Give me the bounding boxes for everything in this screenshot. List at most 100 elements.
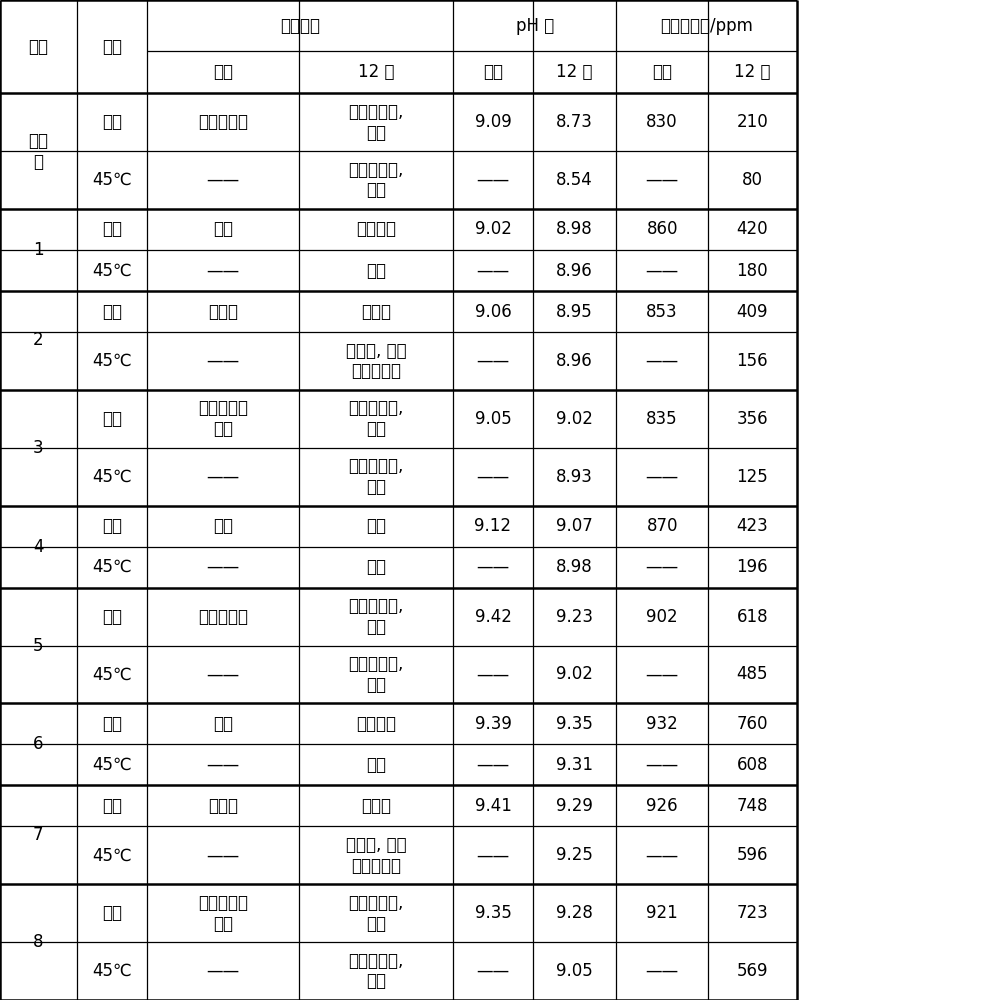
Text: 分离出液体,
脱壳: 分离出液体, 脱壳	[348, 161, 404, 199]
Text: 9.07: 9.07	[556, 517, 593, 535]
Text: 9.42: 9.42	[475, 608, 511, 626]
Text: 室温: 室温	[102, 797, 122, 815]
Text: 9.39: 9.39	[475, 715, 511, 733]
Text: 853: 853	[646, 303, 678, 321]
Text: 正常: 正常	[366, 756, 387, 774]
Text: 9.02: 9.02	[475, 220, 511, 238]
Text: ——: ——	[645, 846, 679, 864]
Text: 7: 7	[33, 826, 43, 844]
Text: ——: ——	[207, 171, 239, 189]
Text: 196: 196	[737, 558, 768, 576]
Text: ——: ——	[207, 558, 239, 576]
Text: 8.96: 8.96	[556, 352, 593, 370]
Text: 轻微分离出
液体: 轻微分离出 液体	[198, 399, 248, 438]
Text: ——: ——	[477, 962, 509, 980]
Text: 9.05: 9.05	[556, 962, 593, 980]
Text: 569: 569	[737, 962, 768, 980]
Text: 12 周: 12 周	[556, 63, 593, 81]
Text: 分离出液体,
脱壳: 分离出液体, 脱壳	[348, 894, 404, 933]
Text: 空白
组: 空白 组	[28, 132, 48, 171]
Text: ——: ——	[477, 665, 509, 683]
Text: 可溶氟含量/ppm: 可溶氟含量/ppm	[660, 17, 752, 35]
Text: 室温: 室温	[102, 904, 122, 922]
Text: 830: 830	[646, 113, 678, 131]
Text: 初始: 初始	[483, 63, 503, 81]
Text: 分离出液体,
脱壳: 分离出液体, 脱壳	[348, 399, 404, 438]
Text: 9.31: 9.31	[556, 756, 593, 774]
Text: 45℃: 45℃	[92, 171, 131, 189]
Text: 748: 748	[737, 797, 768, 815]
Text: 835: 835	[646, 410, 678, 428]
Text: 8.98: 8.98	[556, 220, 593, 238]
Text: 9.12: 9.12	[475, 517, 511, 535]
Text: 423: 423	[737, 517, 768, 535]
Text: 初始: 初始	[652, 63, 672, 81]
Text: 分离出液体: 分离出液体	[198, 608, 248, 626]
Text: 拉丝: 拉丝	[213, 220, 233, 238]
Text: ——: ——	[477, 171, 509, 189]
Text: 赋形差: 赋形差	[208, 797, 238, 815]
Text: 2: 2	[33, 331, 43, 349]
Text: 分离出液体,
脱壳: 分离出液体, 脱壳	[348, 952, 404, 990]
Text: ——: ——	[477, 558, 509, 576]
Text: 温度: 温度	[102, 38, 122, 56]
Text: 9.29: 9.29	[556, 797, 593, 815]
Text: 分离出液体,
脱壳: 分离出液体, 脱壳	[348, 597, 404, 636]
Text: 8.98: 8.98	[556, 558, 593, 576]
Text: 赋形差: 赋形差	[208, 303, 238, 321]
Text: ——: ——	[207, 756, 239, 774]
Text: 9.41: 9.41	[475, 797, 511, 815]
Text: 分离出液体,
脱壳: 分离出液体, 脱壳	[348, 655, 404, 694]
Text: 9.28: 9.28	[556, 904, 593, 922]
Text: ——: ——	[207, 468, 239, 486]
Text: 932: 932	[646, 715, 678, 733]
Text: 9.05: 9.05	[475, 410, 511, 428]
Text: 分离出液体,
脱壳: 分离出液体, 脱壳	[348, 457, 404, 496]
Text: 3: 3	[33, 439, 43, 457]
Text: 8.93: 8.93	[556, 468, 593, 486]
Text: 赋形差, 轻微
分离出液体: 赋形差, 轻微 分离出液体	[346, 342, 406, 380]
Text: 860: 860	[646, 220, 678, 238]
Text: 8.73: 8.73	[556, 113, 593, 131]
Text: 室温: 室温	[102, 303, 122, 321]
Text: 室温: 室温	[102, 517, 122, 535]
Text: 赋形差, 轻微
分离出液体: 赋形差, 轻微 分离出液体	[346, 836, 406, 875]
Text: 9.02: 9.02	[556, 410, 593, 428]
Text: 12 周: 12 周	[358, 63, 394, 81]
Text: ——: ——	[477, 756, 509, 774]
Text: 356: 356	[737, 410, 768, 428]
Text: 8.54: 8.54	[556, 171, 593, 189]
Text: ——: ——	[477, 352, 509, 370]
Text: 正常: 正常	[366, 262, 387, 280]
Text: 80: 80	[742, 171, 763, 189]
Text: ——: ——	[207, 665, 239, 683]
Text: 12 周: 12 周	[734, 63, 771, 81]
Text: 1: 1	[33, 241, 43, 259]
Text: ——: ——	[207, 846, 239, 864]
Text: 5: 5	[33, 637, 43, 655]
Text: 8.96: 8.96	[556, 262, 593, 280]
Text: 9.23: 9.23	[556, 608, 593, 626]
Text: ——: ——	[645, 352, 679, 370]
Text: 正常: 正常	[366, 558, 387, 576]
Text: 组别: 组别	[28, 38, 48, 56]
Text: 9.35: 9.35	[556, 715, 593, 733]
Text: 8: 8	[33, 933, 43, 951]
Text: 9.02: 9.02	[556, 665, 593, 683]
Text: ——: ——	[207, 962, 239, 980]
Text: 分离出液体,
脱壳: 分离出液体, 脱壳	[348, 103, 404, 142]
Text: ——: ——	[477, 846, 509, 864]
Text: 9.06: 9.06	[475, 303, 511, 321]
Text: 4: 4	[33, 538, 43, 556]
Text: 45℃: 45℃	[92, 468, 131, 486]
Text: 45℃: 45℃	[92, 962, 131, 980]
Text: 赋形差: 赋形差	[361, 797, 391, 815]
Text: ——: ——	[645, 558, 679, 576]
Text: 9.35: 9.35	[475, 904, 511, 922]
Text: 45℃: 45℃	[92, 756, 131, 774]
Text: 45℃: 45℃	[92, 352, 131, 370]
Text: ——: ——	[645, 468, 679, 486]
Text: 608: 608	[737, 756, 768, 774]
Text: ——: ——	[645, 665, 679, 683]
Text: ——: ——	[207, 352, 239, 370]
